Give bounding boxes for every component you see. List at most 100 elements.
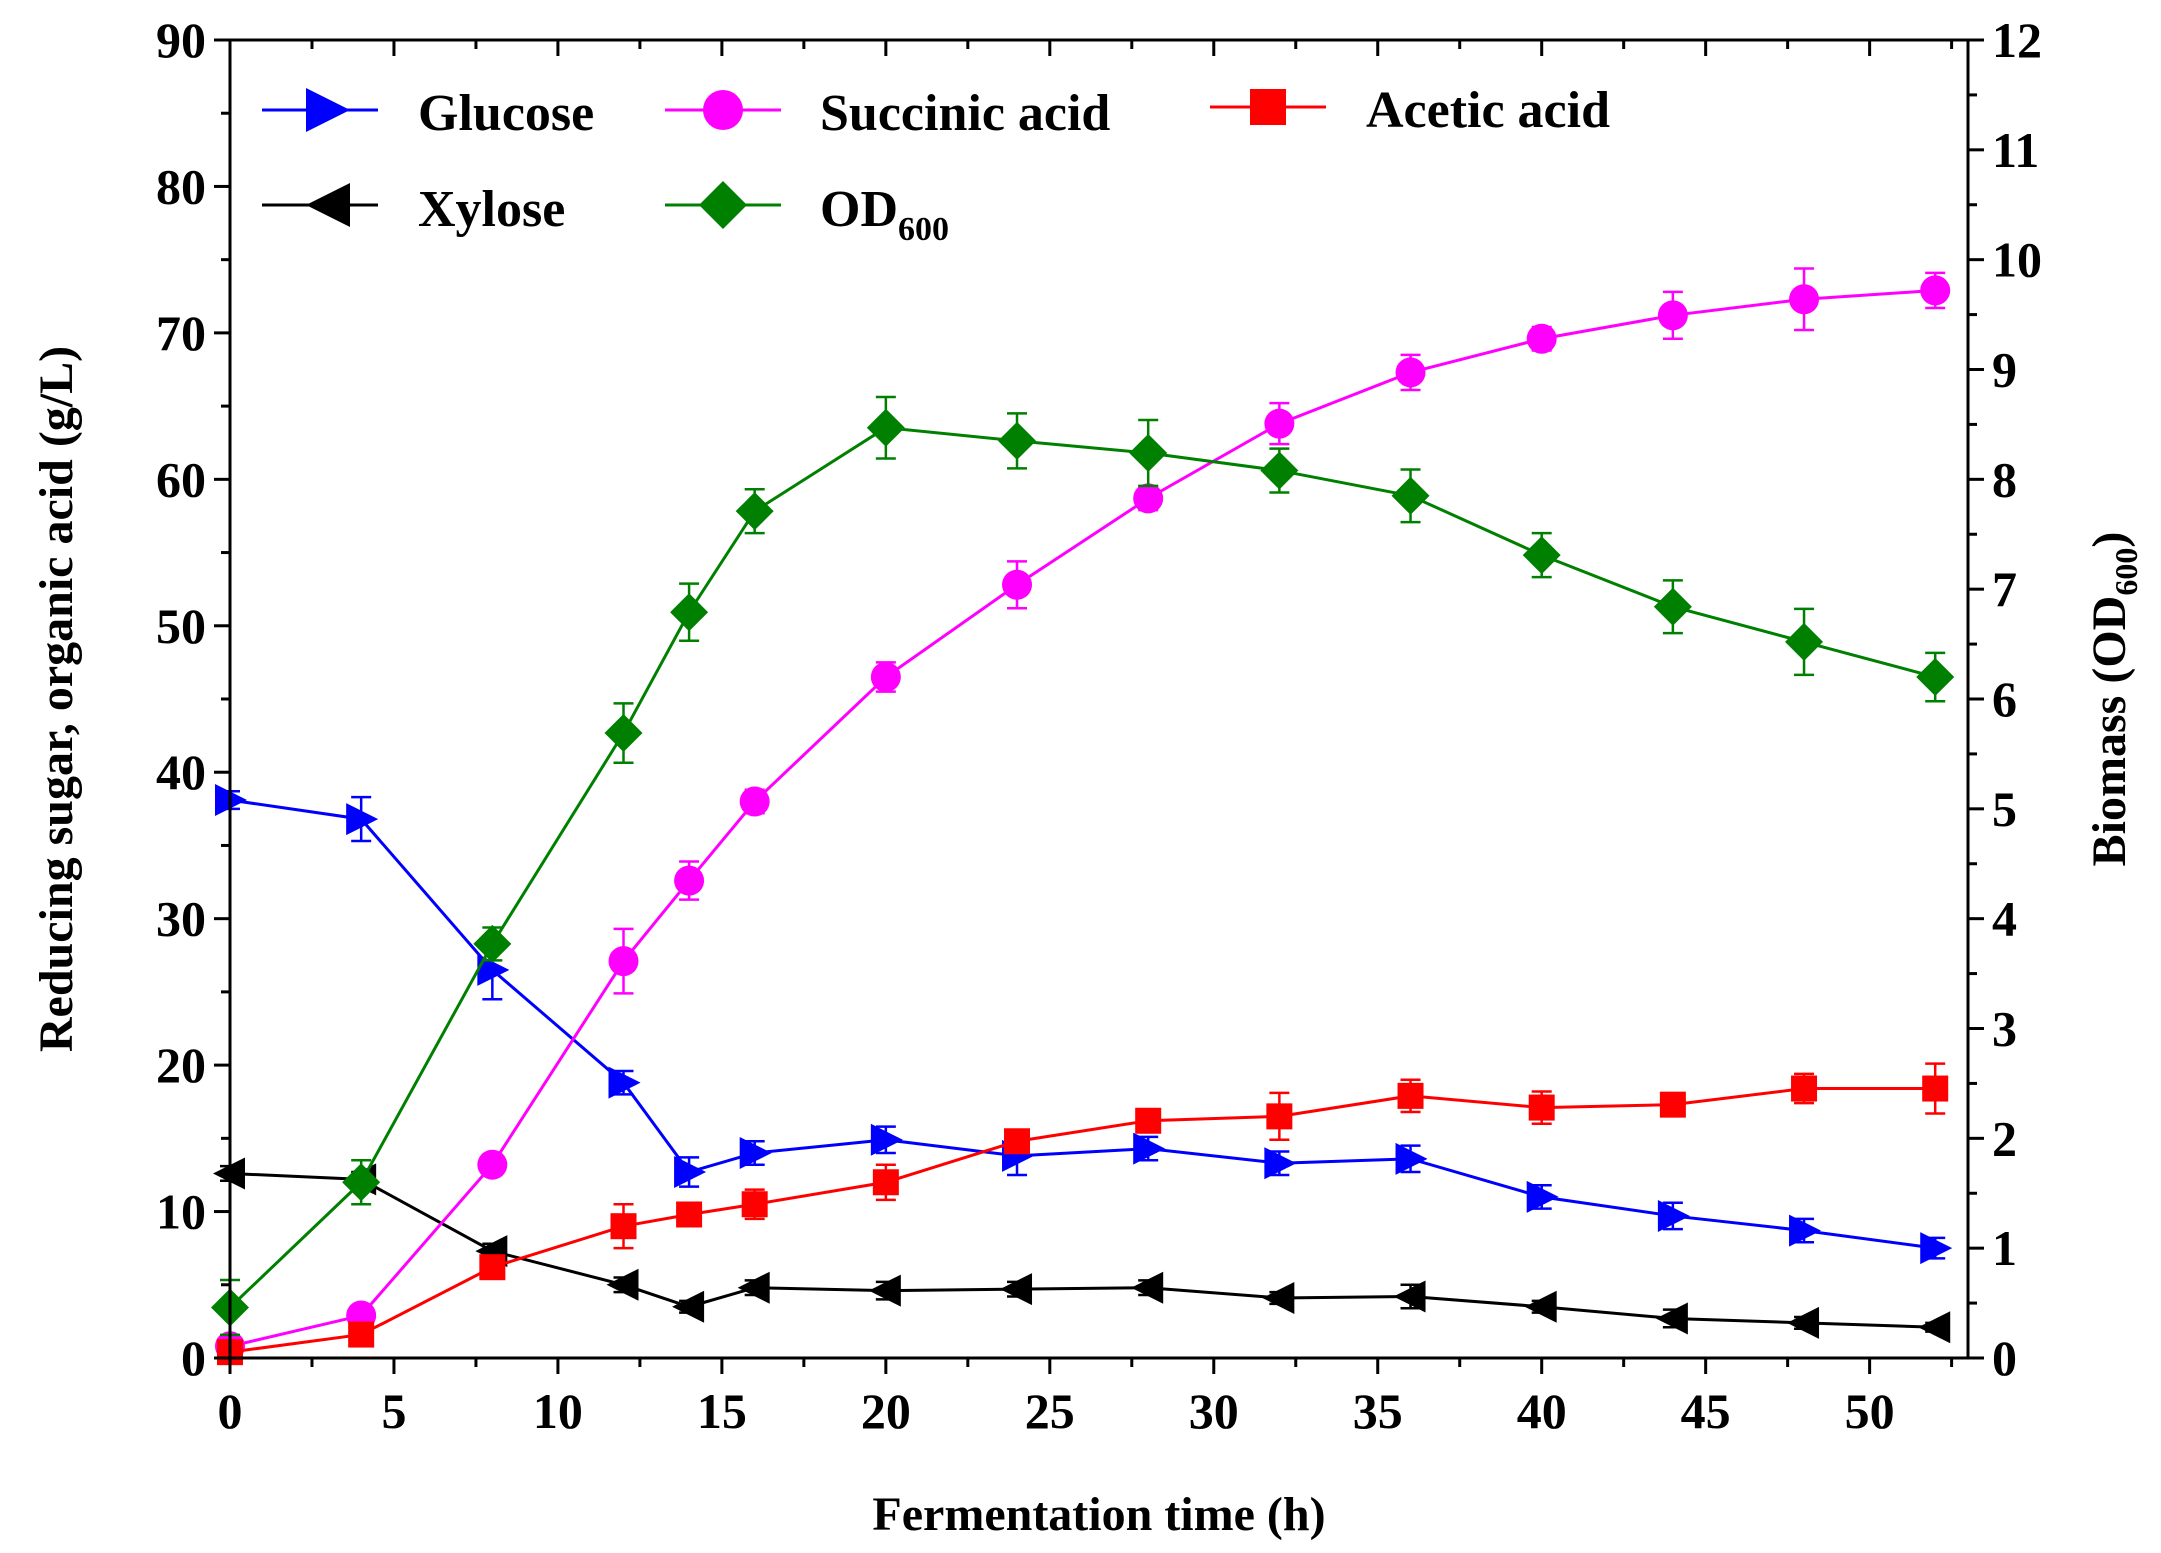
data-point-succinic-acid	[1264, 408, 1295, 439]
x-tick-label: 40	[1517, 1383, 1567, 1439]
data-point-glucose	[870, 1123, 903, 1156]
legend-label-od600-sub: 600	[898, 211, 949, 248]
data-point-xylose	[737, 1271, 770, 1304]
y-tick-label-right: 7	[1992, 561, 2017, 617]
data-point-od600	[998, 421, 1037, 460]
x-tick-label: 50	[1845, 1383, 1895, 1439]
series-xylose	[213, 1157, 1951, 1344]
data-point-xylose	[1262, 1281, 1295, 1314]
series-layer	[211, 267, 1955, 1366]
legend-item-od600: OD600	[665, 181, 949, 248]
data-point-od600	[866, 408, 905, 447]
data-point-od600	[473, 924, 512, 963]
data-point-glucose	[608, 1066, 641, 1099]
legend-item-acetic-acid: Acetic acid	[1210, 82, 1610, 139]
data-point-od600	[670, 593, 709, 632]
x-tick-label: 45	[1681, 1383, 1731, 1439]
data-point-xylose	[1000, 1273, 1033, 1306]
data-point-glucose	[1526, 1180, 1559, 1213]
y-tick-label-right: 9	[1992, 342, 2017, 398]
data-point-succinic-acid	[1395, 357, 1426, 388]
data-point-acetic-acid	[1397, 1082, 1424, 1109]
legend-label-acetic-acid: Acetic acid	[1366, 82, 1610, 139]
y-axis-title-right-sub: 600	[2108, 548, 2144, 596]
data-point-od600	[1785, 622, 1824, 661]
data-point-xylose	[1655, 1302, 1688, 1335]
x-tick-label: 15	[697, 1383, 747, 1439]
legend-marker-glucose	[306, 88, 350, 132]
data-point-od600	[1391, 476, 1430, 515]
legend-item-glucose: Glucose	[262, 85, 594, 142]
legend-marker-xylose	[306, 183, 350, 227]
y-tick-label-left: 40	[156, 744, 206, 800]
y-tick-label-left: 0	[181, 1330, 206, 1386]
legend-marker-succinic-acid	[703, 90, 743, 130]
data-point-acetic-acid	[1266, 1103, 1293, 1130]
series-glucose	[215, 784, 1953, 1265]
legend: Glucose Succinic acid Acetic acid Xylose…	[262, 82, 1610, 248]
data-point-glucose	[1395, 1142, 1428, 1175]
data-point-od600	[735, 492, 774, 531]
data-point-glucose	[1133, 1132, 1166, 1165]
legend-label-glucose: Glucose	[418, 85, 594, 142]
y-tick-label-right: 1	[1992, 1220, 2017, 1276]
data-point-succinic-acid	[1526, 323, 1557, 354]
legend-item-succinic-acid: Succinic acid	[665, 85, 1110, 142]
y-tick-label-left: 70	[156, 305, 206, 361]
data-point-succinic-acid	[608, 946, 639, 977]
y-tick-label-left: 60	[156, 451, 206, 507]
data-point-acetic-acid	[1922, 1075, 1949, 1102]
data-point-acetic-acid	[1004, 1128, 1031, 1155]
ticks-layer: 0 5 10 15 20 25 30 35 40 45 5001020304050607080900…	[156, 12, 2042, 1439]
data-point-xylose	[868, 1274, 901, 1307]
y-tick-label-right: 6	[1992, 671, 2017, 727]
data-point-acetic-acid	[348, 1321, 375, 1348]
data-point-glucose	[346, 803, 379, 836]
data-point-acetic-acid	[741, 1191, 768, 1218]
data-point-acetic-acid	[1528, 1094, 1555, 1121]
y-tick-label-right: 0	[1992, 1330, 2017, 1386]
data-point-glucose	[1789, 1214, 1822, 1247]
data-point-glucose	[1657, 1199, 1690, 1232]
y-tick-label-left: 20	[156, 1037, 206, 1093]
y-tick-label-left: 90	[156, 12, 206, 68]
data-point-od600	[1129, 433, 1168, 472]
data-point-succinic-acid	[1789, 284, 1820, 315]
data-point-glucose	[1264, 1147, 1297, 1180]
data-point-xylose	[606, 1268, 639, 1301]
y-tick-label-right: 8	[1992, 451, 2017, 507]
data-point-acetic-acid	[676, 1201, 703, 1228]
series-acetic-acid	[217, 1062, 1949, 1366]
series-od600	[211, 395, 1955, 1337]
legend-marker-od600	[699, 181, 747, 229]
y-tick-label-right: 5	[1992, 781, 2017, 837]
legend-label-od600-main: OD	[820, 181, 898, 238]
data-point-acetic-acid	[872, 1169, 899, 1196]
data-point-od600	[342, 1163, 381, 1202]
legend-label-succinic-acid: Succinic acid	[820, 85, 1110, 142]
data-point-xylose	[1524, 1290, 1557, 1323]
y-tick-label-right: 12	[1992, 12, 2042, 68]
y-tick-label-left: 10	[156, 1184, 206, 1240]
x-tick-label: 20	[861, 1383, 911, 1439]
y-axis-title-right-main: Biomass (OD	[2083, 596, 2136, 867]
data-point-succinic-acid	[1133, 483, 1164, 514]
y-tick-label-right: 2	[1992, 1110, 2017, 1166]
data-point-succinic-acid	[477, 1149, 508, 1180]
y-tick-label-right: 11	[1992, 122, 2039, 178]
y-axis-title-right-end: )	[2083, 532, 2136, 548]
data-point-acetic-acid	[479, 1254, 506, 1281]
data-point-acetic-acid	[1659, 1091, 1686, 1118]
data-point-succinic-acid	[1002, 569, 1033, 600]
y-tick-label-left: 80	[156, 158, 206, 214]
data-point-glucose	[674, 1156, 707, 1189]
x-tick-label: 25	[1025, 1383, 1075, 1439]
x-axis-title: Fermentation time (h)	[872, 1488, 1325, 1541]
y-tick-label-right: 10	[1992, 232, 2042, 288]
data-point-xylose	[1131, 1271, 1164, 1304]
data-point-xylose	[672, 1290, 705, 1323]
data-point-glucose	[1920, 1232, 1953, 1265]
data-point-glucose	[739, 1136, 772, 1169]
